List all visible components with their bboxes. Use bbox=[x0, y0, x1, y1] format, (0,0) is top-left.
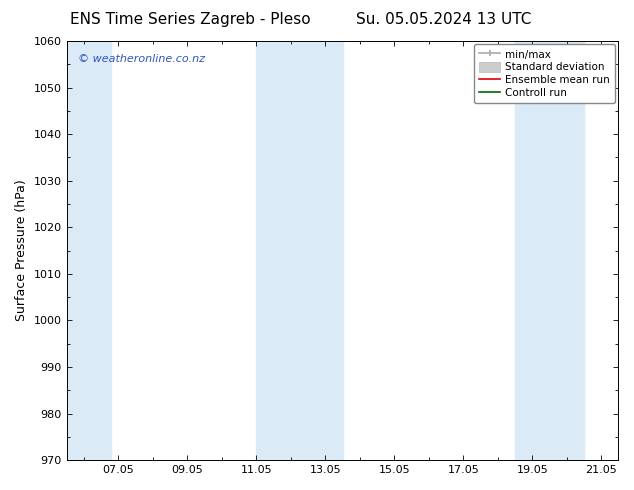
Text: © weatheronline.co.nz: © weatheronline.co.nz bbox=[77, 53, 205, 64]
Legend: min/max, Standard deviation, Ensemble mean run, Controll run: min/max, Standard deviation, Ensemble me… bbox=[474, 44, 616, 103]
Bar bbox=[67, 41, 112, 460]
Text: Su. 05.05.2024 13 UTC: Su. 05.05.2024 13 UTC bbox=[356, 12, 531, 27]
Bar bbox=[256, 41, 342, 460]
Text: ENS Time Series Zagreb - Pleso: ENS Time Series Zagreb - Pleso bbox=[70, 12, 311, 27]
Bar bbox=[515, 41, 584, 460]
Y-axis label: Surface Pressure (hPa): Surface Pressure (hPa) bbox=[15, 180, 28, 321]
